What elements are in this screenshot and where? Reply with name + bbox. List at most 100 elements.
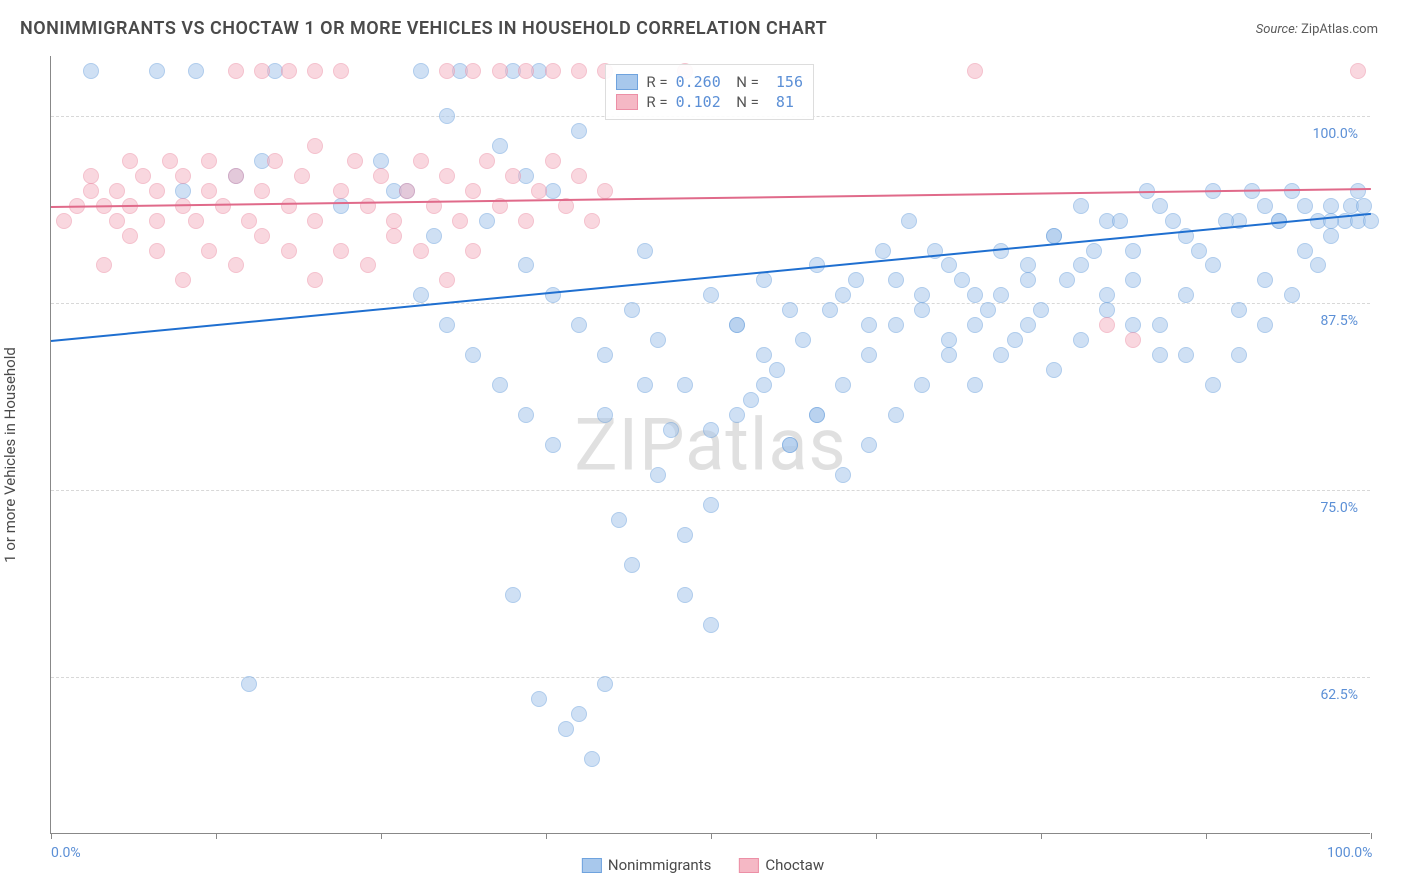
stats-r-label: R = xyxy=(646,73,667,91)
data-point xyxy=(228,63,244,79)
bottom-legend: NonimmigrantsChoctaw xyxy=(582,856,824,874)
source-attribution: Source: ZipAtlas.com xyxy=(1256,22,1378,37)
x-tick xyxy=(216,833,217,839)
data-point xyxy=(56,213,72,229)
data-point xyxy=(677,587,693,603)
data-point xyxy=(914,302,930,318)
data-point xyxy=(1152,347,1168,363)
chart-container: NONIMMIGRANTS VS CHOCTAW 1 OR MORE VEHIC… xyxy=(0,0,1406,892)
plot-area: ZIPatlas 62.5%75.0%87.5%100.0%0.0%100.0%… xyxy=(50,56,1370,834)
data-point xyxy=(611,512,627,528)
data-point xyxy=(149,213,165,229)
data-point xyxy=(518,213,534,229)
data-point xyxy=(782,302,798,318)
data-point xyxy=(597,676,613,692)
data-point xyxy=(188,213,204,229)
data-point xyxy=(439,272,455,288)
legend-item: Nonimmigrants xyxy=(582,856,711,874)
data-point xyxy=(281,243,297,259)
data-point xyxy=(386,228,402,244)
data-point xyxy=(861,437,877,453)
legend-swatch xyxy=(616,94,638,110)
data-point xyxy=(1323,228,1339,244)
data-point xyxy=(848,272,864,288)
data-point xyxy=(597,347,613,363)
data-point xyxy=(333,243,349,259)
data-point xyxy=(254,183,270,199)
data-point xyxy=(637,377,653,393)
data-point xyxy=(941,257,957,273)
data-point xyxy=(1350,63,1366,79)
data-point xyxy=(294,168,310,184)
data-point xyxy=(1099,317,1115,333)
x-tick-label: 0.0% xyxy=(51,845,81,861)
data-point xyxy=(1125,317,1141,333)
data-point xyxy=(993,347,1009,363)
data-point xyxy=(861,317,877,333)
data-point xyxy=(1323,213,1339,229)
data-point xyxy=(175,272,191,288)
data-point xyxy=(333,183,349,199)
data-point xyxy=(1007,332,1023,348)
data-point xyxy=(1178,287,1194,303)
data-point xyxy=(1073,257,1089,273)
data-point xyxy=(465,243,481,259)
data-point xyxy=(888,317,904,333)
data-point xyxy=(558,721,574,737)
data-point xyxy=(413,243,429,259)
data-point xyxy=(1205,377,1221,393)
source-value: ZipAtlas.com xyxy=(1301,22,1378,37)
data-point xyxy=(967,377,983,393)
data-point xyxy=(703,287,719,303)
data-point xyxy=(135,168,151,184)
y-tick-label: 100.0% xyxy=(1313,126,1358,142)
data-point xyxy=(531,691,547,707)
source-label: Source: xyxy=(1256,22,1298,37)
data-point xyxy=(967,317,983,333)
data-point xyxy=(901,213,917,229)
data-point xyxy=(1020,272,1036,288)
data-point xyxy=(241,676,257,692)
data-point xyxy=(333,63,349,79)
y-tick-label: 75.0% xyxy=(1320,500,1358,516)
legend-swatch xyxy=(616,74,638,90)
trend-line xyxy=(51,213,1371,342)
data-point xyxy=(941,347,957,363)
data-point xyxy=(914,377,930,393)
data-point xyxy=(624,557,640,573)
data-point xyxy=(571,63,587,79)
data-point xyxy=(545,287,561,303)
x-tick xyxy=(711,833,712,839)
data-point xyxy=(1099,302,1115,318)
data-point xyxy=(1020,317,1036,333)
data-point xyxy=(571,168,587,184)
x-tick xyxy=(381,833,382,839)
data-point xyxy=(980,302,996,318)
x-tick xyxy=(1041,833,1042,839)
data-point xyxy=(413,287,429,303)
x-tick xyxy=(876,833,877,839)
data-point xyxy=(1073,332,1089,348)
data-point xyxy=(1125,243,1141,259)
data-point xyxy=(83,183,99,199)
data-point xyxy=(122,228,138,244)
data-point xyxy=(1231,347,1247,363)
data-point xyxy=(835,287,851,303)
data-point xyxy=(267,153,283,169)
data-point xyxy=(571,706,587,722)
data-point xyxy=(109,213,125,229)
data-point xyxy=(703,497,719,513)
data-point xyxy=(505,587,521,603)
data-point xyxy=(756,347,772,363)
data-point xyxy=(888,407,904,423)
data-point xyxy=(149,243,165,259)
data-point xyxy=(571,123,587,139)
data-point xyxy=(795,332,811,348)
data-point xyxy=(426,228,442,244)
data-point xyxy=(677,377,693,393)
data-point xyxy=(518,257,534,273)
data-point xyxy=(479,153,495,169)
data-point xyxy=(307,63,323,79)
data-point xyxy=(650,332,666,348)
data-point xyxy=(993,287,1009,303)
